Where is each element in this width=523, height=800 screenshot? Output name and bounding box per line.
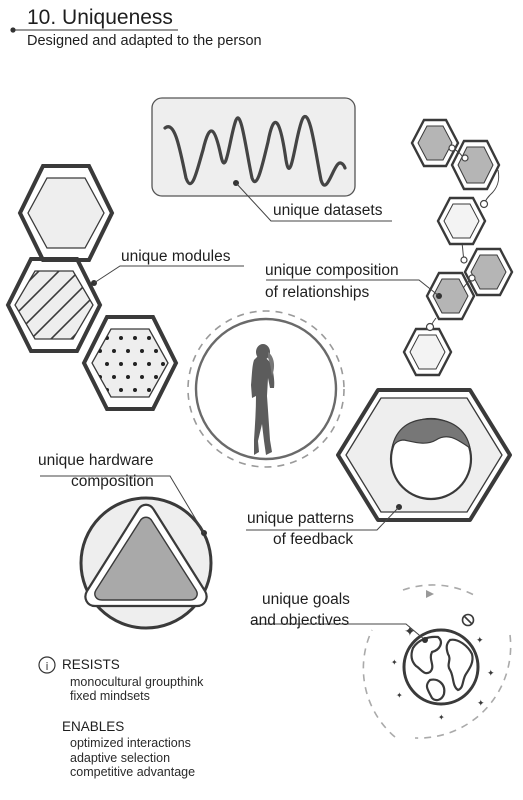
label-unique-goals-line2: and objectives <box>250 612 350 629</box>
datasets-card <box>151 97 392 222</box>
feedback-hexagon <box>246 388 512 531</box>
svg-text:✦: ✦ <box>487 669 495 679</box>
hardware-composition-circle <box>40 475 213 630</box>
label-unique-datasets: unique datasets <box>273 202 383 219</box>
svg-text:✦: ✦ <box>476 636 484 646</box>
svg-text:✦: ✦ <box>477 699 485 709</box>
relationship-chain <box>266 118 514 377</box>
module-hexagon-plain <box>17 164 115 262</box>
label-unique-modules: unique modules <box>121 248 231 265</box>
modules-leader <box>91 265 244 286</box>
enables-item: competitive advantage <box>70 765 196 779</box>
label-unique-composition-line1: unique composition <box>265 262 399 279</box>
svg-text:i: i <box>45 660 48 673</box>
label-unique-patterns-line1: unique patterns <box>247 510 354 527</box>
title-underline <box>10 27 178 33</box>
label-unique-patterns-line2: of feedback <box>273 531 354 548</box>
label-unique-hardware-line2: composition <box>71 473 154 490</box>
resists-item: monocultural groupthink <box>70 675 204 689</box>
label-unique-composition-line2: of relationships <box>265 284 370 301</box>
enables-heading: ENABLES <box>62 719 125 734</box>
info-icon: i <box>38 656 56 674</box>
enables-item: adaptive selection <box>70 751 171 765</box>
goals-globe: ✦ ✦ ✦ ✦ ✦ ✦ ✦ <box>252 584 512 739</box>
svg-text:✦: ✦ <box>438 713 445 722</box>
svg-text:✦: ✦ <box>396 691 403 700</box>
module-hexagon-dotted <box>81 315 179 411</box>
prohibited-icon <box>461 613 475 627</box>
label-unique-hardware-line1: unique hardware <box>38 452 154 469</box>
svg-text:✦: ✦ <box>404 624 416 640</box>
label-unique-goals-line1: unique goals <box>262 591 350 608</box>
enables-item: optimized interactions <box>70 736 191 750</box>
person-silhouette <box>251 344 275 455</box>
module-hexagon-hatched <box>5 257 103 353</box>
resists-heading: RESISTS <box>62 657 120 672</box>
page-title: 10. Uniqueness <box>27 6 173 29</box>
waveform-line <box>163 114 347 187</box>
page-subtitle: Designed and adapted to the person <box>27 33 262 49</box>
svg-text:✦: ✦ <box>391 658 398 667</box>
resists-item: fixed mindsets <box>70 689 150 703</box>
